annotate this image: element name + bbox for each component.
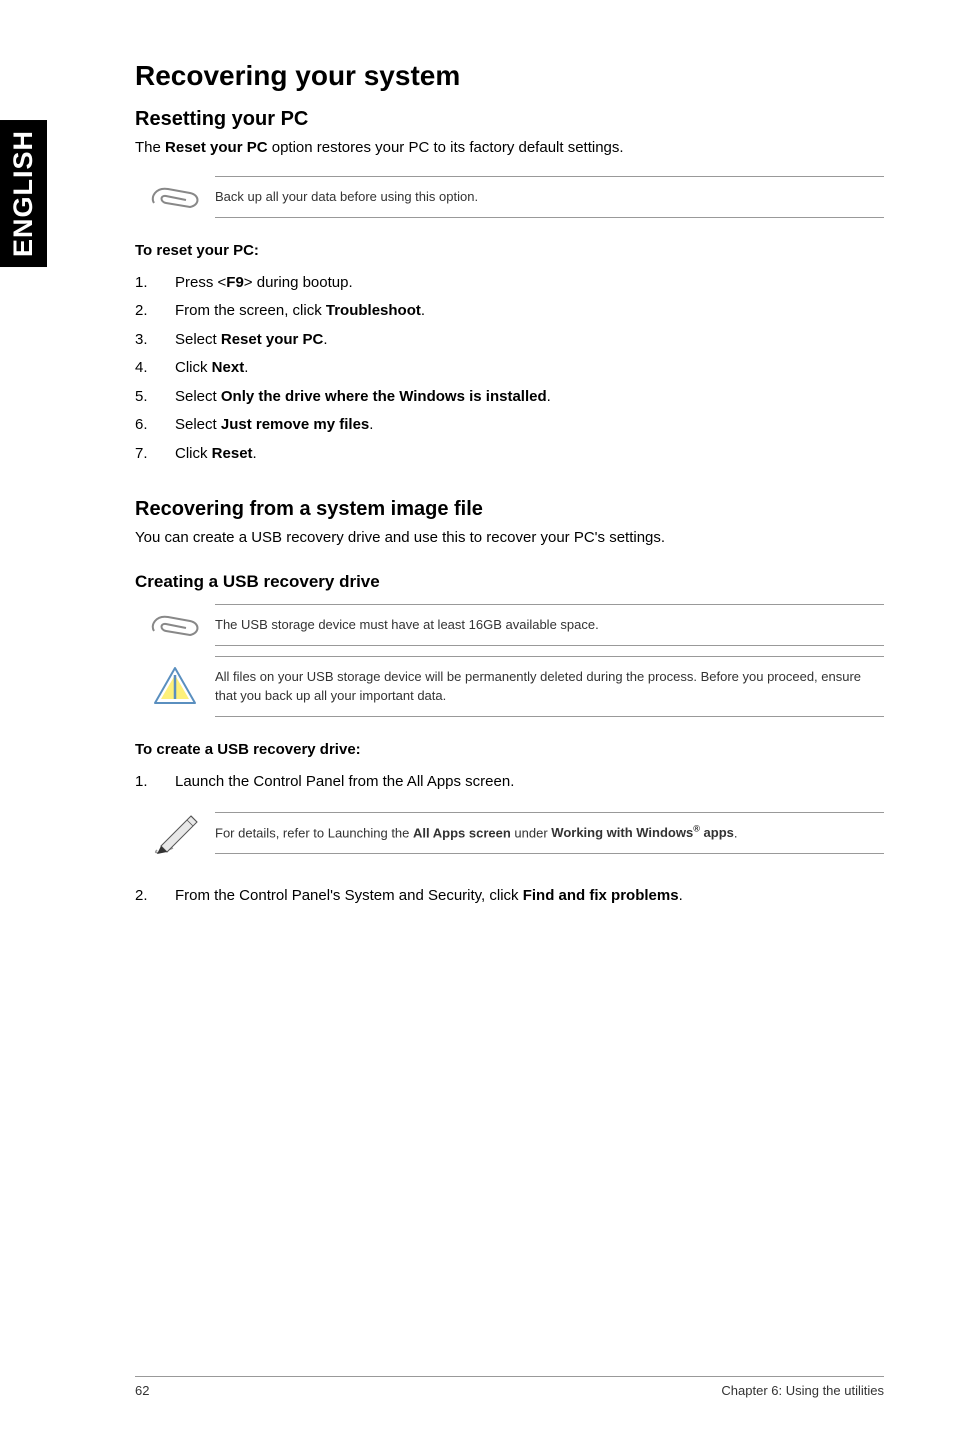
step-item: 5.Select Only the drive where the Window… [135, 383, 884, 412]
step-text: Select Just remove my files. [175, 411, 884, 440]
step-number: 6. [135, 411, 175, 440]
step-number: 1. [135, 269, 175, 298]
steps-list-usb-cont: 2.From the Control Panel's System and Se… [135, 882, 884, 911]
step-item: 3.Select Reset your PC. [135, 326, 884, 355]
text-bold: Reset your PC [165, 139, 268, 156]
note-row-usb-space: The USB storage device must have at leas… [135, 604, 884, 646]
section-heading-recover: Recovering from a system image file [135, 498, 884, 521]
page-title: Recovering your system [135, 60, 884, 92]
step-text: Click Next. [175, 354, 884, 383]
step-text: Press <F9> during bootup. [175, 269, 884, 298]
chapter-label: Chapter 6: Using the utilities [721, 1383, 884, 1398]
step-text: From the screen, click Troubleshoot. [175, 297, 884, 326]
step-text: Launch the Control Panel from the All Ap… [175, 768, 884, 797]
language-tab-label: ENGLISH [0, 120, 47, 267]
steps-heading-usb: To create a USB recovery drive: [135, 741, 884, 758]
note-text: For details, refer to Launching the All … [215, 812, 884, 854]
step-item: 6.Select Just remove my files. [135, 411, 884, 440]
note-row-backup: Back up all your data before using this … [135, 176, 884, 218]
step-item: 1.Press <F9> during bootup. [135, 269, 884, 298]
note-text: The USB storage device must have at leas… [215, 604, 884, 646]
step-item: 2.From the screen, click Troubleshoot. [135, 297, 884, 326]
step-text: Click Reset. [175, 440, 884, 469]
step-text: Select Reset your PC. [175, 326, 884, 355]
note-text: Back up all your data before using this … [215, 176, 884, 218]
steps-list-usb: 1.Launch the Control Panel from the All … [135, 768, 884, 797]
step-item: 4.Click Next. [135, 354, 884, 383]
step-item: 1.Launch the Control Panel from the All … [135, 768, 884, 797]
step-text: From the Control Panel's System and Secu… [175, 882, 884, 911]
steps-heading-reset: To reset your PC: [135, 242, 884, 259]
step-item: 2.From the Control Panel's System and Se… [135, 882, 884, 911]
step-number: 5. [135, 383, 175, 412]
step-text: Select Only the drive where the Windows … [175, 383, 884, 412]
section1-intro: The Reset your PC option restores your P… [135, 137, 884, 158]
warning-icon [135, 665, 215, 707]
pencil-icon [135, 808, 215, 858]
footer: 62 Chapter 6: Using the utilities [0, 1376, 954, 1398]
note-row-reference: For details, refer to Launching the All … [135, 808, 884, 858]
step-number: 7. [135, 440, 175, 469]
paperclip-icon [135, 179, 215, 215]
step-number: 3. [135, 326, 175, 355]
step-number: 1. [135, 768, 175, 797]
steps-list-reset: 1.Press <F9> during bootup. 2.From the s… [135, 269, 884, 469]
page-number: 62 [135, 1383, 149, 1398]
note-row-warning: All files on your USB storage device wil… [135, 656, 884, 717]
step-item: 7.Click Reset. [135, 440, 884, 469]
step-number: 2. [135, 882, 175, 911]
page: ENGLISH Recovering your system Resetting… [0, 0, 954, 1438]
footer-line: 62 Chapter 6: Using the utilities [135, 1376, 884, 1398]
language-tab: ENGLISH [0, 120, 47, 267]
sub-heading-usb: Creating a USB recovery drive [135, 572, 884, 592]
section-heading-reset: Resetting your PC [135, 108, 884, 131]
text: The [135, 139, 165, 156]
section2-intro: You can create a USB recovery drive and … [135, 527, 884, 548]
note-text: All files on your USB storage device wil… [215, 656, 884, 717]
content-area: Recovering your system Resetting your PC… [135, 60, 884, 911]
step-number: 2. [135, 297, 175, 326]
paperclip-icon [135, 607, 215, 643]
step-number: 4. [135, 354, 175, 383]
text: option restores your PC to its factory d… [268, 139, 624, 156]
